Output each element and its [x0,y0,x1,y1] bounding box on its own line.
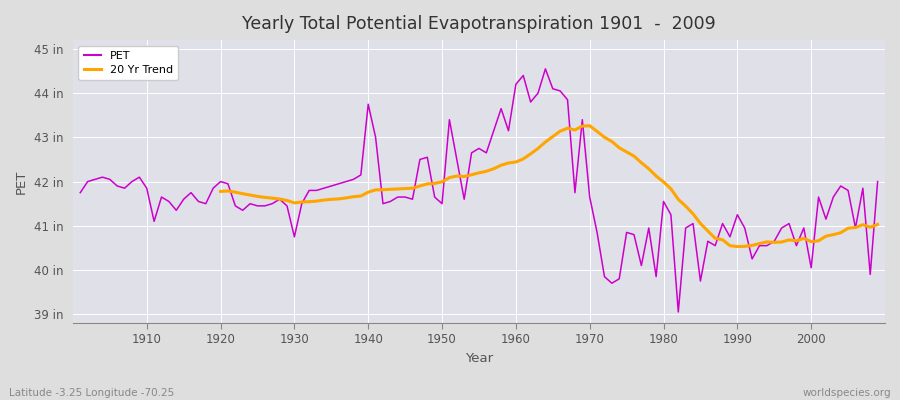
Text: Latitude -3.25 Longitude -70.25: Latitude -3.25 Longitude -70.25 [9,388,175,398]
Legend: PET, 20 Yr Trend: PET, 20 Yr Trend [78,46,178,80]
X-axis label: Year: Year [465,352,493,365]
Title: Yearly Total Potential Evapotranspiration 1901  -  2009: Yearly Total Potential Evapotranspiratio… [242,15,716,33]
Y-axis label: PET: PET [15,169,28,194]
Text: worldspecies.org: worldspecies.org [803,388,891,398]
